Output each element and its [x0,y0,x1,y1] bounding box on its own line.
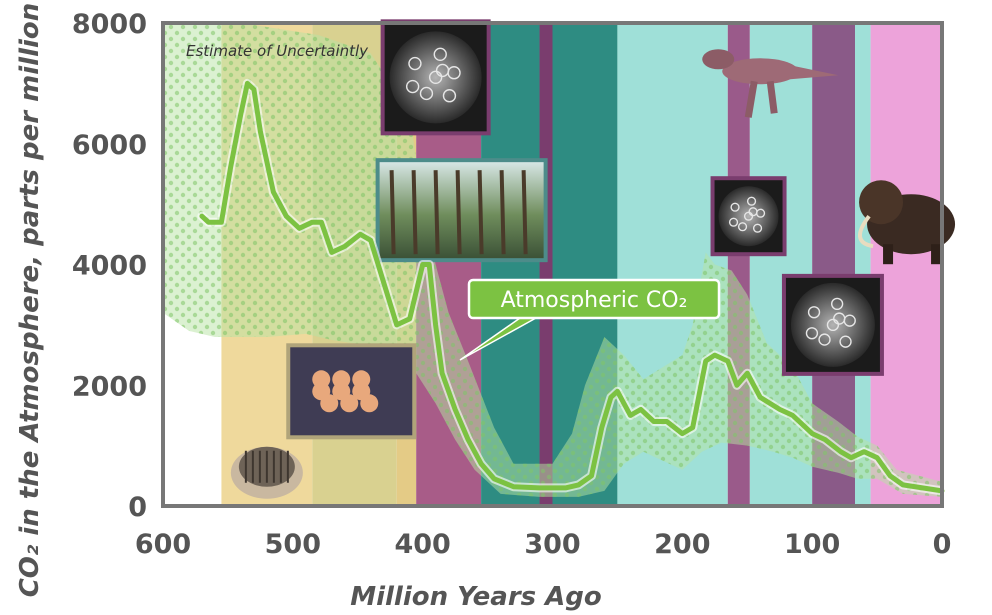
coral-reef-image [286,343,417,440]
microfossil-shape [428,70,443,85]
period-band [539,23,553,506]
coral-polyp [360,394,379,413]
microfossil-shape [830,297,844,311]
tree-trunk [499,170,506,255]
microscope-field [718,186,779,247]
mammoth-tusk [858,214,874,249]
microfossil-shape [818,333,831,346]
tree-trunk [455,170,462,255]
image-content [290,347,413,436]
co2-callout: Atmospheric CO₂ [459,278,721,361]
mammoth-head [859,180,904,225]
coral-polyp [340,394,359,413]
microfossil-shape [826,318,840,332]
x-tick-label: 400 [394,529,450,560]
microfossil-shape [748,207,758,217]
microfossil-shape [746,196,757,206]
diatoms-image [380,19,491,136]
x-tick-label: 600 [135,529,191,560]
microfossil-shape [433,47,447,62]
y-tick-label: 0 [128,492,147,523]
co2-line [199,80,945,494]
microfossil-shape [752,223,763,233]
x-tick-label: 200 [654,529,710,560]
microfossil-shape [728,217,739,227]
x-tick-label: 500 [265,529,321,560]
microfossil-shape [805,327,819,340]
microscope-field [790,282,875,367]
image-content [379,162,544,259]
tree-trunk [389,170,396,255]
microfossil-shape [839,335,852,348]
callout-label: Atmospheric CO₂ [501,288,688,313]
y-tick-label: 8000 [72,9,147,40]
microfossil-shape [442,89,457,103]
dino-head [702,49,735,70]
coccoliths-image [710,176,787,257]
microfossil-shape [737,222,748,232]
period-band [855,23,871,506]
carboniferous-forest-image [375,158,548,263]
plot-area [161,19,956,508]
tree-trunk [477,170,484,255]
callout-box [467,278,721,320]
microfossil-shape [408,56,422,71]
trilobite-fossil-image [230,446,303,499]
dino-leg [766,80,778,114]
x-tick-label: 300 [524,529,580,560]
dino-leg [744,80,758,118]
mammoth-image [858,180,956,265]
mammoth-leg [883,244,894,265]
plot-frame [161,21,944,508]
microfossil-shape [807,306,821,319]
coral-polyp [320,394,339,413]
microfossil-shape [833,312,846,325]
tree-trunk [521,170,528,255]
dino-body [722,58,799,85]
dino-tail [790,65,839,80]
uncertainty-annotation: Estimate of Uncertaintly [186,42,369,60]
microscope-field [389,31,482,124]
y-tick-label: 6000 [72,130,147,161]
y-tick-label: 4000 [72,251,147,282]
x-tick-label: 100 [784,529,840,560]
microfossil-shape [435,63,450,78]
mammoth-leg [931,244,942,265]
y-tick-label: 2000 [72,371,147,402]
x-axis-title: Million Years Ago [350,582,602,612]
tree-trunk [411,170,418,255]
x-tick-label: 0 [933,529,952,560]
microfossil-shape [419,86,434,101]
period-band [870,23,942,506]
y-axis-title: CO₂ in the Atmosphere, parts per million [15,3,45,598]
microfossil-shape [405,79,420,94]
microfossil-shape [730,202,740,212]
foraminifera-image [781,273,884,376]
tyrannosaurus-image [702,49,839,118]
tree-trunk [433,170,440,255]
